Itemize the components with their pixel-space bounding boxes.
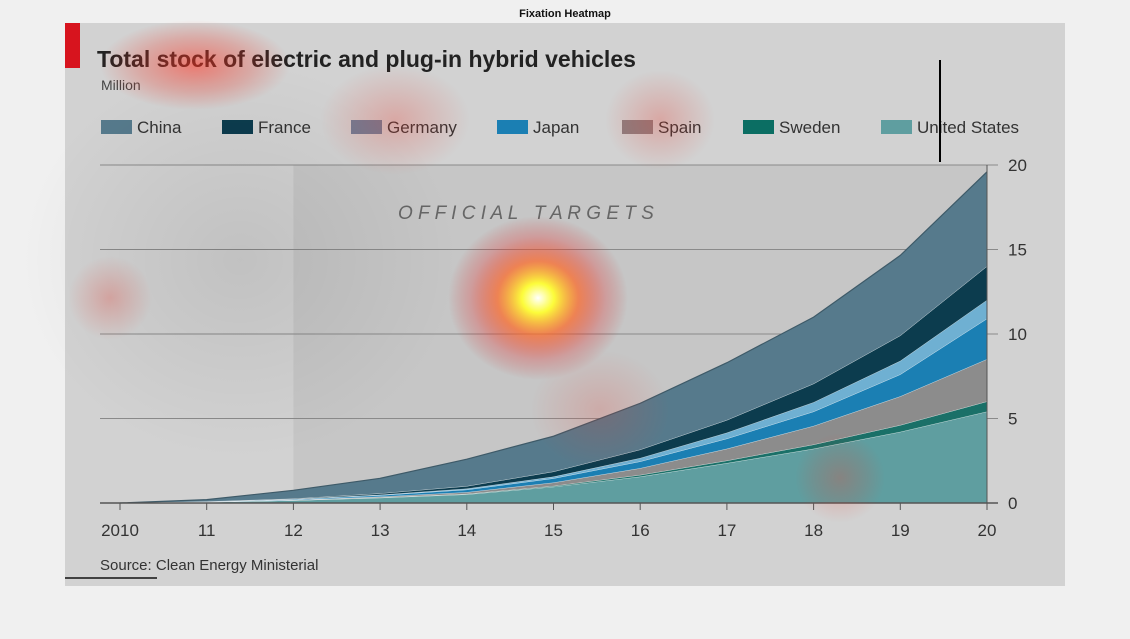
fixation-shadow-1 [20, 60, 460, 460]
legend-item-japan: Japan [497, 118, 579, 137]
legend-label: United States [917, 118, 1019, 137]
x-tick-label: 11 [198, 521, 216, 540]
y-tick-label: 20 [1008, 156, 1027, 175]
x-tick-label: 13 [371, 521, 390, 540]
window-title: Fixation Heatmap [519, 8, 611, 20]
y-tick-label: 5 [1008, 410, 1017, 429]
legend-item-sweden: Sweden [743, 118, 840, 137]
brand-red-tab [65, 23, 80, 68]
y-tick-label: 15 [1008, 241, 1027, 260]
fixation-blob-legend-right [605, 70, 715, 170]
legend-swatch [881, 120, 912, 134]
x-tick-label: 18 [804, 521, 823, 540]
legend-label: Sweden [779, 118, 840, 137]
y-tick-label: 10 [1008, 325, 1027, 344]
fixation-blob-main [448, 216, 628, 380]
x-tick-label: 14 [457, 521, 476, 540]
x-tick-label: 17 [717, 521, 736, 540]
source-note: Source: Clean Energy Ministerial [100, 557, 318, 574]
legend-swatch [497, 120, 528, 134]
x-tick-label: 19 [891, 521, 910, 540]
x-tick-label: 2010 [101, 521, 139, 540]
official-targets-label: O F F I C I A L T A R G E T S [398, 203, 654, 224]
legend-item-united-states: United States [881, 118, 1019, 137]
x-tick-label: 16 [631, 521, 650, 540]
legend-label: Japan [533, 118, 579, 137]
y-tick-label: 0 [1008, 494, 1017, 513]
legend-swatch [743, 120, 774, 134]
fixation-blob-bottom [795, 433, 885, 523]
fixation-blob-center [530, 350, 670, 470]
fixation-heatmap-overlay [20, 20, 885, 523]
x-tick-label: 20 [978, 521, 997, 540]
y-axis-ticks: 0 5 10 15 20 [1008, 156, 1027, 513]
x-tick-label: 12 [284, 521, 303, 540]
x-tick-label: 15 [544, 521, 563, 540]
